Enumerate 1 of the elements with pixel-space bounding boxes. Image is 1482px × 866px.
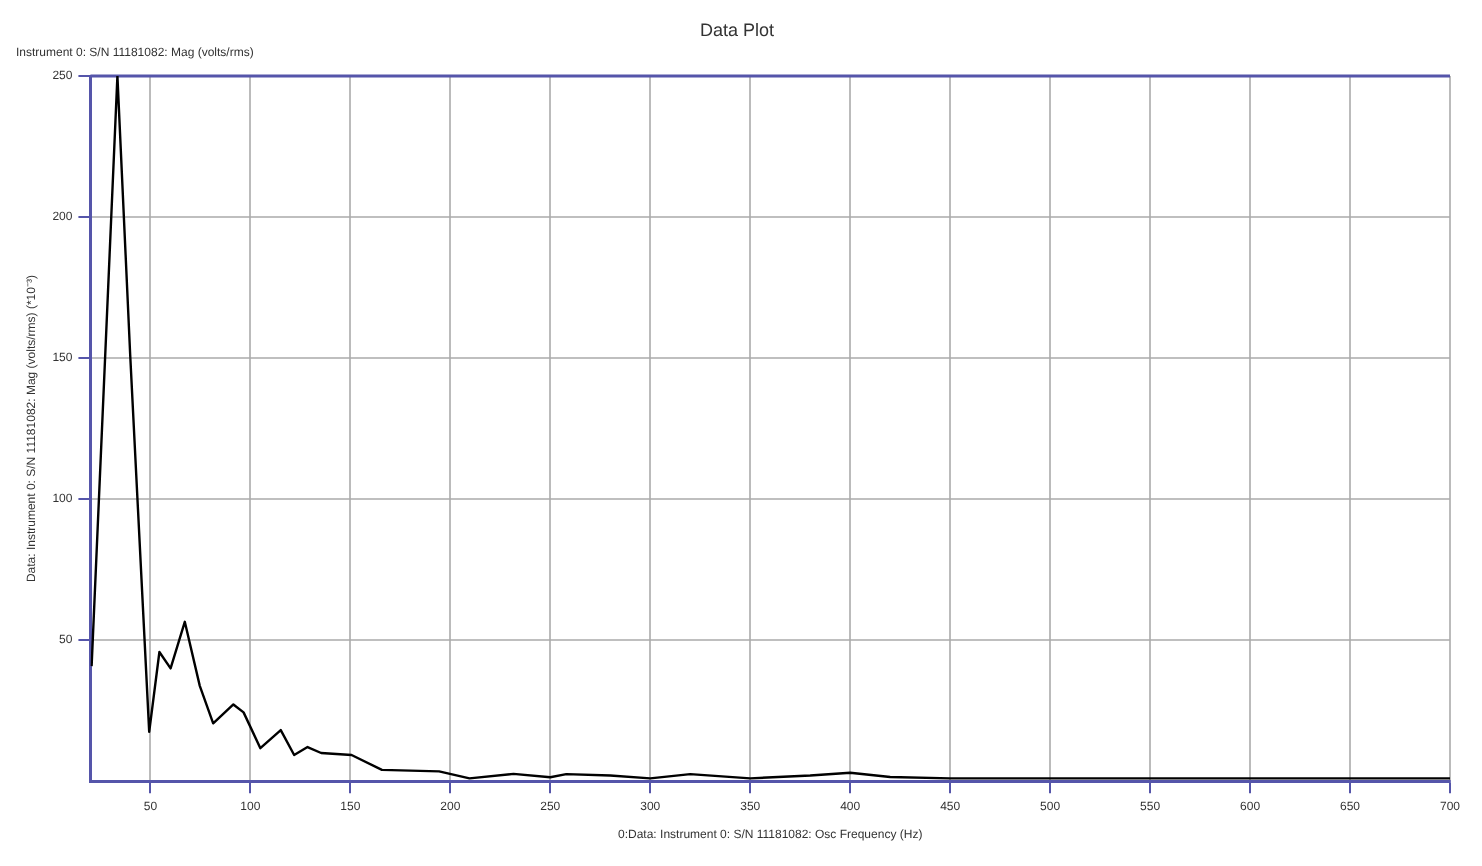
chart-title: Data Plot bbox=[699, 19, 776, 40]
